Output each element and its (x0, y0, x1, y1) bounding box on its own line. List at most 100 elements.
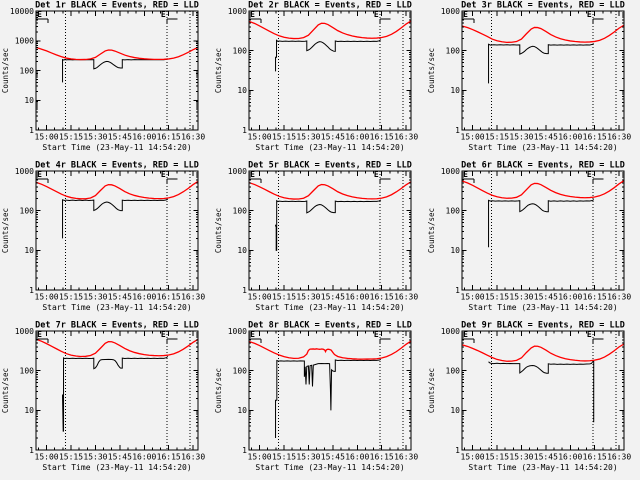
x-tick-label: 15:15 (59, 453, 83, 462)
x-tick-label: 15:00 (461, 293, 485, 302)
lld-curve (36, 46, 198, 61)
y-tick-label: 1000 (15, 327, 34, 336)
eclipse-span-bracket (379, 178, 391, 183)
detector-chart: 15:00 15:15 15:30 15:45 16:00 16:15 16:30 1 10 10… (1, 161, 205, 313)
chart-panel-9: 15:00 15:15 15:30 15:45 16:00 16:15 16:30 1 10 10… (426, 320, 640, 480)
panel-title: Det 1r BLACK = Events, RED = LLD (35, 1, 199, 11)
y-tick-label: 10000 (10, 7, 34, 16)
events-curve (275, 358, 382, 439)
plot-axes (248, 330, 412, 451)
eclipse-marker: E (250, 170, 255, 179)
x-tick-label: 16:00 (345, 133, 369, 142)
x-axis-label: Start Time (23-May-11 14:54:20) (255, 463, 404, 472)
lld-curve (462, 24, 624, 44)
y-tick-label: 1 (29, 126, 34, 135)
eclipse-span-bracket (379, 18, 391, 23)
eclipse-marker: E (463, 170, 468, 179)
x-tick-label: 15:00 (35, 133, 59, 142)
x-axis-label: Start Time (23-May-11 14:54:20) (468, 143, 617, 152)
x-axis-label: Start Time (23-May-11 14:54:20) (42, 303, 191, 312)
x-tick-label: 16:30 (394, 133, 418, 142)
eclipse-span-bracket (462, 338, 475, 343)
eclipse-marker: E (161, 10, 166, 19)
x-tick-label: 15:45 (108, 293, 132, 302)
y-tick-label: 1000 (441, 167, 460, 176)
detector-chart: 15:00 15:15 15:30 15:45 16:00 16:15 16:30 1 10 10… (427, 161, 631, 313)
y-axis-label: Counts/sec (1, 48, 10, 93)
eclipse-span-bracket (462, 178, 475, 183)
y-axis-label: Counts/sec (1, 368, 10, 413)
eclipse-marker: E (463, 330, 468, 339)
y-tick-label: 10 (237, 86, 247, 95)
eclipse-marker: E (587, 10, 592, 19)
x-tick-label: 15:00 (35, 293, 59, 302)
x-axis-label: Start Time (23-May-11 14:54:20) (42, 463, 191, 472)
y-tick-label: 100 (446, 206, 461, 215)
y-tick-label: 10 (450, 86, 460, 95)
x-tick-label: 15:30 (83, 293, 107, 302)
y-tick-label: 10 (237, 246, 247, 255)
panel-title: Det 5r BLACK = Events, RED = LLD (248, 161, 412, 171)
x-tick-label: 15:30 (509, 453, 533, 462)
y-tick-label: 10 (24, 96, 34, 105)
eclipse-marker: E (250, 10, 255, 19)
x-tick-label: 15:00 (461, 453, 485, 462)
x-tick-label: 16:30 (181, 293, 205, 302)
y-tick-label: 1000 (15, 167, 34, 176)
x-tick-label: 16:15 (157, 453, 181, 462)
y-tick-label: 1000 (441, 327, 460, 336)
events-curve (62, 58, 169, 83)
eclipse-marker: E (374, 10, 379, 19)
x-tick-label: 15:15 (272, 453, 296, 462)
y-tick-label: 100 (20, 366, 35, 375)
events-curve (488, 360, 595, 423)
x-tick-label: 15:30 (509, 133, 533, 142)
lld-curve (249, 181, 411, 200)
x-tick-label: 15:15 (485, 293, 509, 302)
eclipse-span-bracket (379, 338, 391, 343)
x-tick-label: 15:30 (509, 293, 533, 302)
lld-curve (249, 340, 411, 360)
x-tick-label: 16:00 (132, 133, 156, 142)
x-tick-label: 15:00 (35, 453, 59, 462)
x-tick-label: 16:15 (370, 133, 394, 142)
x-tick-label: 15:30 (296, 293, 320, 302)
y-tick-label: 100 (20, 206, 35, 215)
lld-curve (462, 343, 624, 362)
x-axis-label: Start Time (23-May-11 14:54:20) (468, 303, 617, 312)
lld-curve (462, 180, 624, 199)
x-tick-label: 15:45 (108, 133, 132, 142)
y-tick-label: 1 (242, 286, 247, 295)
events-curve (275, 39, 382, 72)
x-tick-label: 15:30 (83, 453, 107, 462)
x-axis-label: Start Time (23-May-11 14:54:20) (255, 143, 404, 152)
x-tick-label: 16:30 (394, 293, 418, 302)
x-tick-label: 16:30 (607, 293, 631, 302)
y-tick-label: 100 (20, 66, 35, 75)
x-tick-label: 16:00 (345, 293, 369, 302)
eclipse-span-bracket (36, 178, 49, 183)
panel-title: Det 4r BLACK = Events, RED = LLD (35, 161, 199, 171)
x-tick-label: 16:15 (157, 133, 181, 142)
detector-chart: 15:00 15:15 15:30 15:45 16:00 16:15 16:30 1 10 10… (1, 1, 205, 153)
y-tick-label: 1 (242, 446, 247, 455)
x-axis-label: Start Time (23-May-11 14:54:20) (42, 143, 191, 152)
x-tick-label: 16:00 (558, 453, 582, 462)
plot-axes (35, 330, 199, 451)
eclipse-span-bracket (592, 338, 604, 343)
detector-chart: 15:00 15:15 15:30 15:45 16:00 16:15 16:30 1 10 10… (214, 1, 418, 153)
eclipse-marker: E (374, 170, 379, 179)
x-tick-label: 16:00 (132, 293, 156, 302)
chart-panel-1: 15:00 15:15 15:30 15:45 16:00 16:15 16:30 1 10 10… (0, 0, 213, 160)
x-tick-label: 15:45 (534, 133, 558, 142)
x-tick-label: 16:15 (157, 293, 181, 302)
eclipse-marker: E (587, 170, 592, 179)
x-tick-label: 15:15 (272, 133, 296, 142)
eclipse-marker: E (37, 330, 42, 339)
x-tick-label: 16:30 (181, 133, 205, 142)
y-tick-label: 10 (24, 406, 34, 415)
x-tick-label: 16:00 (558, 133, 582, 142)
eclipse-marker: E (161, 330, 166, 339)
eclipse-span-bracket (36, 18, 49, 23)
